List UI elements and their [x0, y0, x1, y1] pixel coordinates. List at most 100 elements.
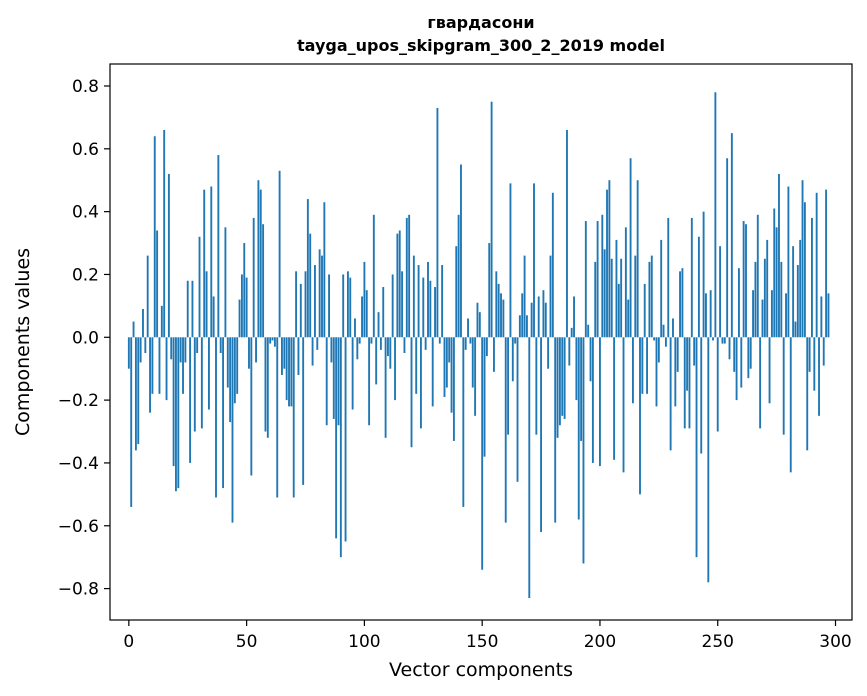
bar — [467, 318, 469, 338]
bar — [714, 92, 717, 338]
bar — [803, 202, 806, 338]
bar — [146, 255, 149, 338]
bar — [789, 337, 792, 473]
bar — [745, 224, 747, 338]
chart-title-line-1: гвардасони — [427, 13, 534, 32]
bar — [368, 337, 371, 426]
bar — [250, 337, 253, 476]
bar — [509, 183, 512, 338]
bar — [356, 337, 359, 360]
bar — [196, 337, 199, 353]
bar — [389, 337, 392, 369]
bar — [233, 337, 236, 404]
bar — [259, 189, 262, 338]
bar — [573, 296, 575, 338]
bar — [243, 243, 246, 338]
bar — [361, 296, 363, 338]
bar — [676, 337, 679, 372]
bar — [189, 337, 192, 463]
bar — [175, 337, 177, 492]
bar — [427, 261, 429, 338]
bar — [558, 337, 561, 426]
bar — [497, 283, 500, 338]
bar — [610, 258, 613, 338]
bar — [377, 312, 380, 338]
bar — [796, 265, 799, 338]
bar — [495, 271, 498, 338]
bar — [316, 337, 319, 350]
bar — [200, 337, 203, 429]
y-tick-label: 0.4 — [72, 203, 99, 223]
bar — [370, 337, 373, 344]
bar — [622, 337, 625, 473]
x-axis-label: Vector components — [389, 659, 573, 681]
bar — [624, 227, 627, 338]
bar — [231, 337, 234, 523]
bar — [773, 208, 776, 338]
bar — [245, 277, 248, 338]
bar — [629, 158, 632, 338]
x-axis-ticks: 0 50 100 150 200 250 300 — [123, 620, 852, 652]
y-tick-label: −0.8 — [58, 580, 99, 600]
bar — [431, 337, 434, 407]
bar — [236, 337, 239, 394]
bar — [238, 299, 241, 338]
bar — [650, 255, 653, 338]
bar — [422, 277, 425, 338]
bar — [770, 290, 773, 338]
bar — [134, 337, 137, 451]
bar — [693, 337, 696, 366]
bar — [599, 337, 601, 467]
bar — [763, 258, 766, 338]
bar — [587, 324, 590, 338]
bar — [544, 302, 547, 338]
bar — [606, 189, 608, 338]
bar — [304, 271, 307, 338]
bar — [184, 337, 187, 363]
bar — [584, 221, 587, 338]
bar — [182, 337, 184, 394]
bar — [705, 293, 707, 338]
bar — [384, 337, 387, 438]
bar — [415, 337, 418, 394]
bar — [412, 255, 415, 338]
bar — [627, 299, 630, 338]
bar — [768, 337, 771, 404]
bar — [271, 337, 274, 341]
bar — [631, 337, 634, 404]
bar — [737, 268, 740, 338]
bar — [288, 337, 290, 407]
bar — [608, 180, 611, 338]
bar — [603, 249, 606, 338]
bar — [672, 318, 674, 338]
bar — [721, 337, 724, 344]
y-tick-label: −0.2 — [58, 391, 99, 411]
bar — [808, 337, 811, 372]
bar — [328, 274, 330, 338]
x-tick-label: 250 — [702, 632, 734, 652]
bar — [653, 337, 656, 341]
bar — [697, 236, 700, 338]
bar — [641, 337, 644, 394]
x-tick-label: 200 — [584, 632, 616, 652]
bar — [646, 337, 648, 394]
bar — [127, 337, 130, 369]
bar — [408, 214, 411, 338]
bar — [405, 217, 408, 338]
bar — [686, 337, 689, 391]
bar — [302, 337, 305, 485]
bar — [248, 337, 250, 369]
bar — [639, 337, 641, 495]
bar — [142, 309, 144, 338]
bar — [556, 337, 559, 438]
bar — [615, 239, 618, 338]
x-tick-label: 100 — [348, 632, 380, 652]
bar — [535, 337, 538, 435]
bar — [643, 283, 646, 338]
bar — [766, 239, 769, 338]
bar — [311, 337, 314, 366]
bar — [163, 129, 166, 338]
bar — [365, 290, 368, 338]
bar — [688, 337, 691, 429]
